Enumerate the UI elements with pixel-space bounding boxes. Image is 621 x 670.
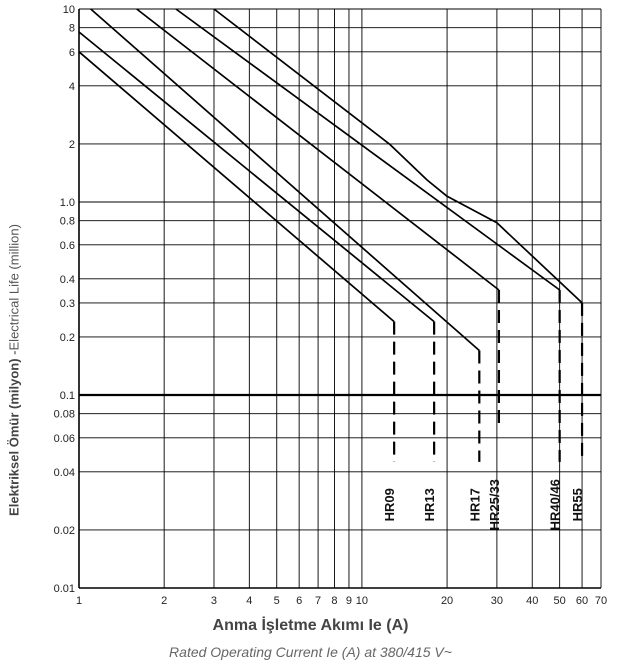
- series-label: HR13: [422, 488, 437, 521]
- y-tick-label: 6: [69, 47, 75, 59]
- y-tick-label: 0.1: [60, 390, 75, 402]
- series-lines: [78, 8, 584, 462]
- y-tick-label: 0.04: [54, 467, 75, 479]
- x-tick-label: 4: [246, 595, 252, 607]
- x-tick-label: 3: [211, 595, 217, 607]
- y-tick-label: 0.3: [60, 298, 75, 310]
- y-tick-label: 10: [63, 4, 75, 16]
- series-line: [78, 31, 435, 323]
- series-label: HR25/33: [487, 479, 502, 530]
- series-line: [136, 8, 500, 291]
- series-label: HR55: [570, 488, 585, 521]
- y-tick-label: 0.2: [60, 332, 75, 344]
- x-tick-label: 60: [576, 595, 588, 607]
- x-tick-label: 20: [441, 595, 453, 607]
- series-line: [90, 8, 480, 352]
- y-tick-label: 0.6: [60, 240, 75, 252]
- y-axis-label-tr: Elektriksel Ömür (milyon): [6, 358, 22, 516]
- y-tick-label: 0.4: [60, 274, 75, 286]
- x-tick-label: 50: [554, 595, 566, 607]
- x-tick-label: 9: [346, 595, 352, 607]
- y-tick-label: 0.06: [54, 433, 75, 445]
- series-label: HR09: [382, 488, 397, 521]
- y-tick-label: 1.0: [60, 197, 75, 209]
- x-tick-label: 5: [274, 595, 280, 607]
- y-tick-label: 0.02: [54, 525, 75, 537]
- x-tick-label: 8: [331, 595, 337, 607]
- x-tick-label: 30: [491, 595, 503, 607]
- x-tick-label: 10: [356, 595, 368, 607]
- y-tick-label: 4: [69, 81, 75, 93]
- x-tick-label: 1: [76, 595, 82, 607]
- y-tick-label: 0.8: [60, 216, 75, 228]
- series-label: HR40/46: [548, 479, 563, 530]
- x-tick-label: 6: [296, 595, 302, 607]
- x-tick-label: 40: [526, 595, 538, 607]
- series-line: [213, 8, 583, 304]
- y-axis-label-en: Electrical Life (million): [6, 224, 22, 351]
- x-tick-label: 70: [595, 595, 607, 607]
- x-axis-label-en: Rated Operating Current Ie (A) at 380/41…: [169, 644, 452, 660]
- y-tick-label: 0.08: [54, 409, 75, 421]
- y-tick-label: 0.01: [54, 583, 75, 595]
- y-tick-label: 2: [69, 139, 75, 151]
- series-line: [78, 51, 395, 323]
- series-labels: HR09 HR13 HR17 HR25/33 HR40/46 HR55: [382, 479, 585, 530]
- series-label: HR17: [467, 488, 482, 521]
- x-axis-label-tr: Anma İşletme Akımı Ie (A): [212, 617, 409, 634]
- y-tick-label: 8: [69, 23, 75, 35]
- x-tick-label: 7: [315, 595, 321, 607]
- series-line: [175, 8, 561, 291]
- x-tick-label: 2: [161, 595, 167, 607]
- tick-labels: 1 2 3 4 5 6 7 8 9 10 20 30 40 50 60 701086421.00.80.60.…: [54, 4, 608, 607]
